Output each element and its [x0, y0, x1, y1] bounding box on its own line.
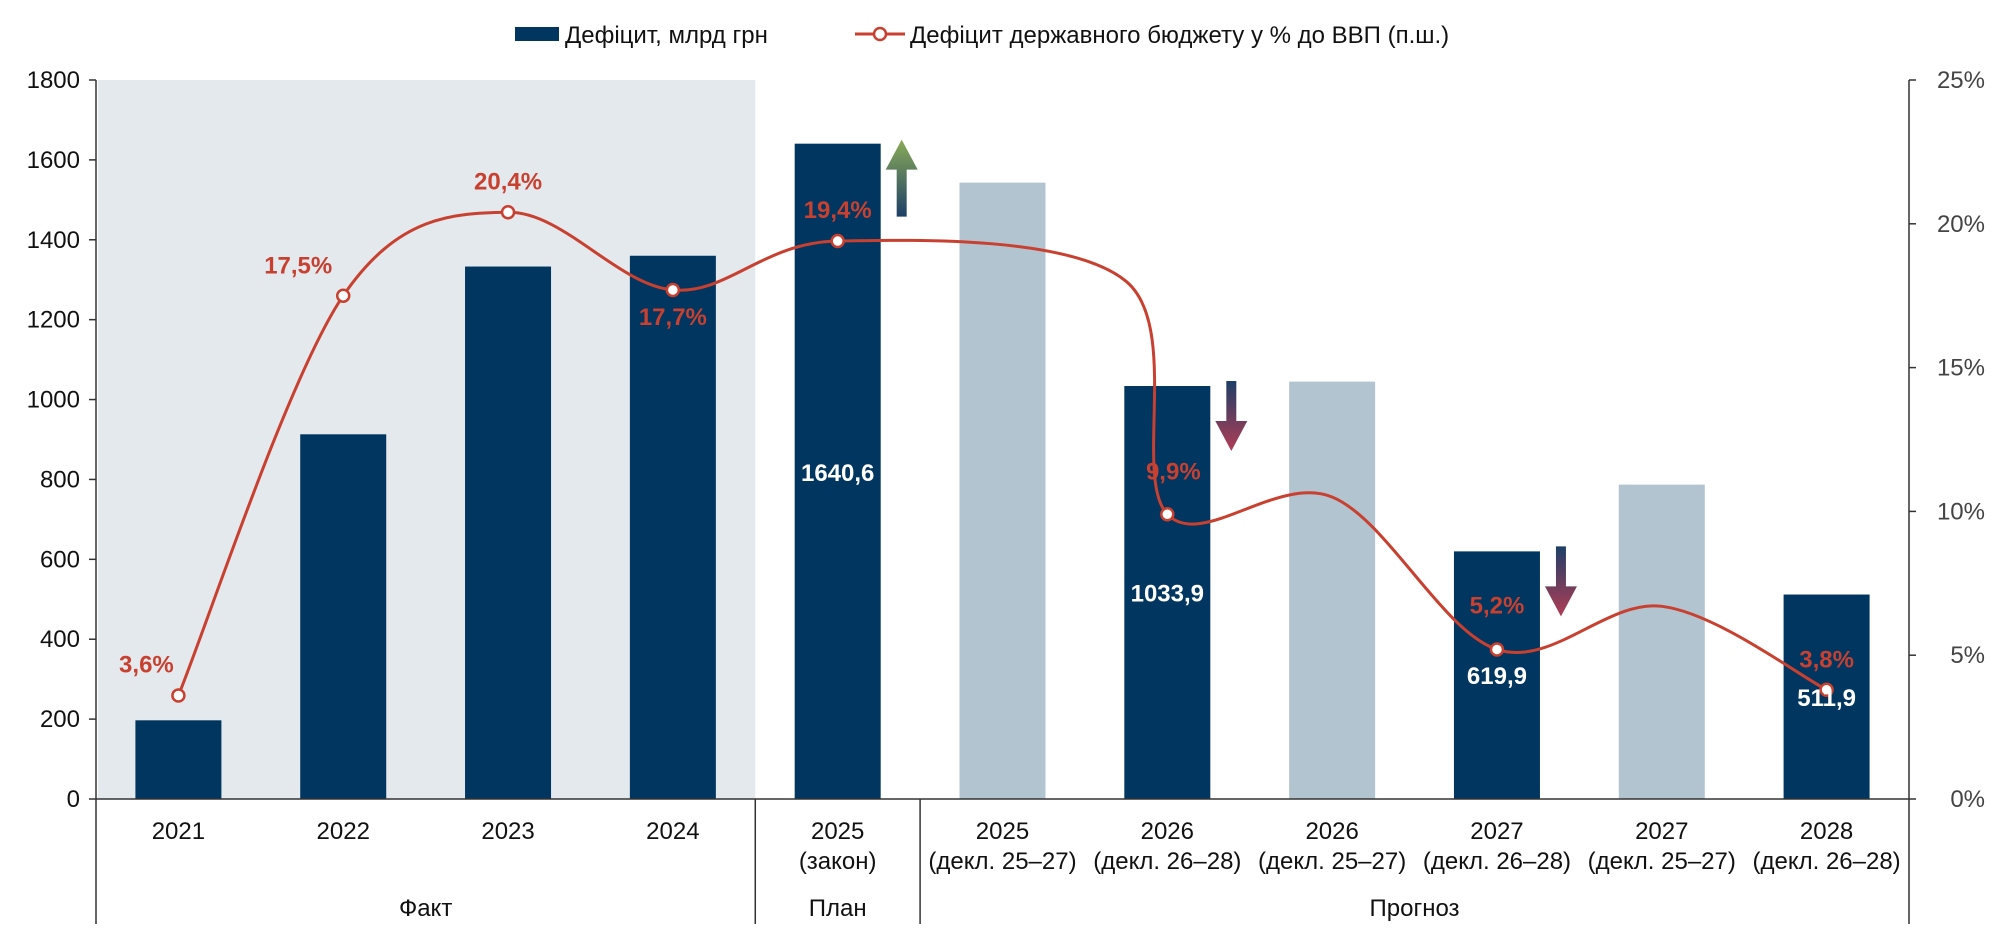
bar-7	[1289, 381, 1376, 799]
right-tick-label-4: 20%	[1937, 211, 1985, 238]
change-arrows	[885, 139, 1577, 617]
pct-label-2: 20,4%	[474, 168, 542, 195]
category-sub-4: (закон)	[799, 848, 877, 875]
deficit-pct-line	[177, 210, 1828, 697]
pct-label-0: 3,6%	[119, 651, 174, 678]
category-sub-5: (декл. 25–27)	[928, 848, 1076, 875]
right-tick-label-5: 25%	[1937, 67, 1985, 94]
bar-9	[1618, 484, 1705, 799]
category-year-4: 2025	[811, 818, 864, 845]
category-sub-6: (декл. 26–28)	[1093, 848, 1241, 875]
left-tick-label-8: 1600	[27, 147, 80, 174]
bar-1	[300, 434, 387, 799]
group-label-2: Прогноз	[1370, 895, 1460, 922]
pct-label-7: 3,8%	[1799, 647, 1854, 674]
legend-line-marker	[872, 26, 888, 42]
bar-value-label-10: 511,9	[1797, 685, 1856, 712]
right-tick-label-1: 5%	[1950, 642, 1985, 669]
data-labels: 3,6% 17,5% 20,4% 17,7% 19,4% 9,9% 5,2% 3,8% 1640…	[119, 168, 1856, 711]
arrow-up-0	[885, 139, 918, 217]
legend-bar-swatch	[515, 27, 559, 41]
category-sub-7: (декл. 25–27)	[1258, 848, 1406, 875]
category-year-9: 2027	[1635, 818, 1688, 845]
bar-5	[959, 182, 1046, 799]
pct-label-3: 17,7%	[639, 304, 707, 331]
bar-series	[135, 143, 1870, 800]
category-year-0: 2021	[152, 818, 205, 845]
arrow-down-1	[1215, 381, 1248, 452]
legend: Дефіцит, млрд грн Дефіцит державного бюд…	[515, 22, 1449, 49]
pct-label-5: 9,9%	[1146, 458, 1201, 485]
pct-label-4: 19,4%	[804, 197, 872, 224]
category-year-2: 2023	[481, 818, 534, 845]
category-year-5: 2025	[976, 818, 1029, 845]
category-year-10: 2028	[1800, 818, 1853, 845]
left-tick-label-3: 600	[40, 546, 80, 573]
category-year-7: 2026	[1305, 818, 1358, 845]
line-series	[171, 205, 1834, 703]
bar-4	[794, 143, 881, 799]
pct-label-6: 5,2%	[1470, 592, 1525, 619]
left-tick-label-0: 0	[67, 786, 80, 813]
category-year-6: 2026	[1141, 818, 1194, 845]
line-marker-7	[1819, 682, 1834, 697]
category-sub-8: (декл. 26–28)	[1423, 848, 1571, 875]
left-tick-label-5: 1000	[27, 387, 80, 414]
bar-6	[1124, 386, 1211, 799]
left-tick-label-7: 1400	[27, 227, 80, 254]
bar-8	[1453, 551, 1540, 799]
category-year-3: 2024	[646, 818, 699, 845]
line-marker-2	[500, 205, 516, 220]
bar-2	[465, 266, 552, 800]
right-tick-label-3: 15%	[1937, 355, 1985, 382]
category-year-1: 2022	[317, 818, 370, 845]
left-tick-label-2: 400	[40, 626, 80, 653]
left-tick-label-9: 1800	[27, 67, 80, 94]
right-tick-label-2: 10%	[1937, 498, 1985, 525]
category-year-8: 2027	[1470, 818, 1523, 845]
pct-label-1: 17,5%	[264, 253, 332, 280]
category-sub-9: (декл. 25–27)	[1588, 848, 1736, 875]
bar-value-label-8: 619,9	[1467, 663, 1527, 690]
right-tick-label-0: 0%	[1950, 786, 1985, 813]
bar-value-label-6: 1033,9	[1131, 581, 1204, 608]
line-marker-4	[830, 233, 845, 249]
legend-line-label: Дефіцит державного бюджету у % до ВВП (п…	[910, 22, 1449, 49]
bar-0	[135, 720, 222, 799]
line-marker-0	[171, 688, 186, 703]
left-tick-label-4: 800	[40, 466, 80, 493]
line-marker-3	[665, 282, 681, 298]
left-tick-label-6: 1200	[27, 307, 80, 334]
axes: 0 200 400 600 800 1000 1200 1400 1600 1800 0% 5% 10%…	[27, 67, 1985, 924]
line-marker-6	[1489, 642, 1505, 657]
category-sub-10: (декл. 26–28)	[1752, 848, 1900, 875]
bar-value-label-4: 1640,6	[801, 460, 874, 487]
arrow-down-2	[1544, 546, 1577, 617]
legend-bar-label: Дефіцит, млрд грн	[565, 22, 768, 49]
left-tick-label-1: 200	[40, 706, 80, 733]
bar-3	[629, 255, 716, 799]
group-label-1: План	[809, 895, 867, 922]
line-marker-1	[335, 288, 351, 303]
group-label-0: Факт	[399, 895, 452, 922]
line-marker-5	[1160, 507, 1175, 522]
